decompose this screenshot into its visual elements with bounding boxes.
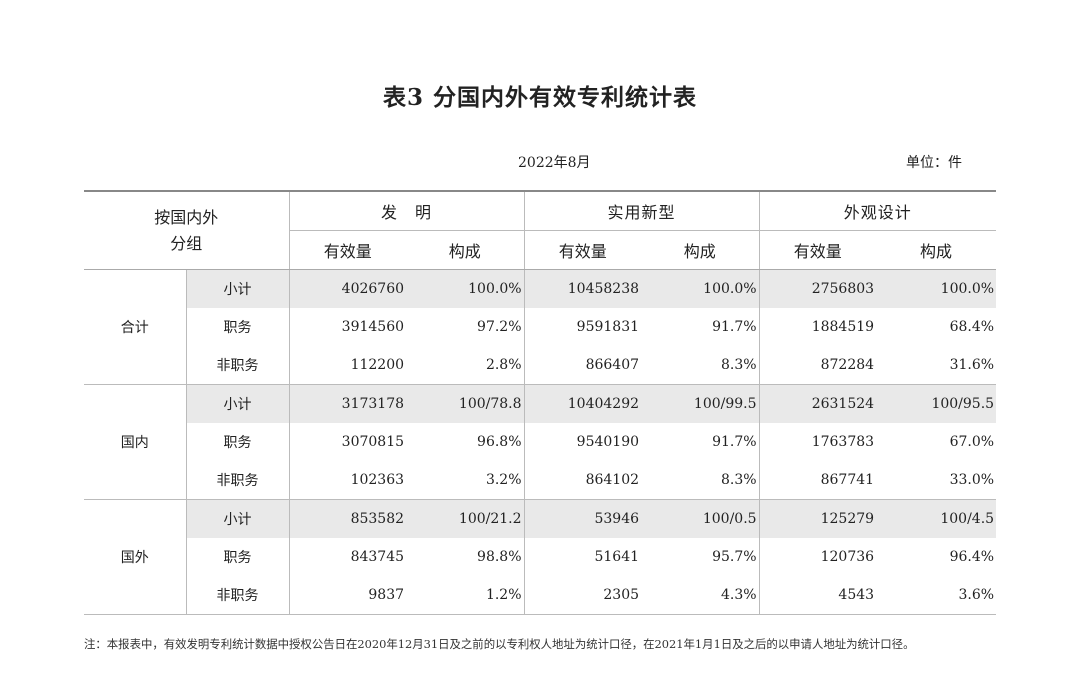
share-cell: 33.0%	[876, 461, 997, 500]
count-cell: 2756803	[759, 269, 877, 308]
table-row: 国外 小计 853582 100/21.2 53946 100/0.5 125279 100/…	[84, 499, 997, 615]
share-cell: 95.7%	[641, 538, 760, 576]
share-cell: 1.2%	[406, 576, 525, 615]
share-cell: 8.3%	[641, 461, 760, 500]
row-label: 小计	[186, 384, 290, 423]
share-cell: 100/78.8	[406, 384, 525, 423]
count-cell: 112200	[289, 346, 407, 385]
section-header-utility-model: 实用新型	[524, 190, 760, 231]
share-cell: 68.4%	[949, 319, 995, 335]
share-cell: 3.6%	[876, 576, 997, 615]
report-date: 2022年8月	[518, 155, 591, 171]
group-name: 合计	[84, 269, 187, 385]
count-cell: 867741	[759, 461, 877, 500]
count-cell: 3914560	[341, 319, 405, 335]
section-header-invention: 发 明	[289, 190, 525, 231]
count-cell: 866407	[524, 346, 642, 385]
row-label: 非职务	[186, 576, 290, 615]
subheader-count: 有效量	[759, 230, 877, 270]
subheader-share: 构成	[641, 230, 760, 270]
table-title: 表3 分国内外有效专利统计表	[382, 84, 697, 111]
count-cell: 4026760	[289, 269, 407, 308]
share-cell: 100/95.5	[876, 384, 997, 423]
row-label: 小计	[186, 269, 290, 308]
share-cell: 100.0%	[876, 269, 997, 308]
share-cell: 31.6%	[876, 346, 997, 385]
table-row: 非职务 9837 1.2% 2305 4.3% 4543 3.6%	[84, 576, 997, 615]
count-cell: 125279	[759, 499, 877, 538]
count-cell: 2305	[524, 576, 642, 615]
footnote: 注：本报表中，有效发明专利统计数据中授权公告日在2020年12月31日及之前的以…	[84, 637, 915, 651]
patent-stats-table: 按国内外 分组 发 明 实用新型 外观设计 有效量 构成 有效量 构成 有效量 …	[84, 190, 997, 615]
table-row: 非职务 102363 3.2% 864102 8.3% 867741 33.0%	[84, 461, 997, 500]
group-column-header-label: 按国内外 分组	[154, 207, 219, 253]
table-row: 职务 3070815 96.8% 9540190 91.7% 1763783 67.0%	[84, 423, 996, 461]
share-cell: 100/0.5	[641, 499, 760, 538]
share-cell: 96.8%	[406, 423, 525, 461]
table-row: 非职务 112200 2.8% 866407 8.3% 872284 31.6%	[84, 346, 997, 385]
row-label: 非职务	[186, 461, 290, 500]
subheader-count: 有效量	[524, 230, 642, 270]
subheader-share: 构成	[406, 230, 525, 270]
share-cell: 91.7%	[641, 423, 760, 461]
share-cell: 96.4%	[949, 549, 995, 565]
share-cell: 67.0%	[949, 434, 995, 450]
count-cell: 9591831	[576, 319, 640, 335]
share-cell: 91.7%	[641, 308, 760, 346]
subheader-count: 有效量	[289, 230, 407, 270]
count-cell: 3070815	[341, 434, 405, 450]
share-cell: 2.8%	[406, 346, 525, 385]
row-label: 职务	[186, 423, 290, 461]
row-label: 小计	[186, 499, 290, 538]
share-cell: 100/21.2	[406, 499, 525, 538]
row-label: 职务	[186, 308, 290, 346]
section-header-design: 外观设计	[759, 190, 997, 231]
table-row: 国内 小计 3173178 100/78.8 10404292 100/99.5 26315…	[84, 384, 997, 500]
share-cell: 97.2%	[406, 308, 525, 346]
share-cell: 98.8%	[406, 538, 525, 576]
share-cell: 100/4.5	[876, 499, 997, 538]
share-cell: 3.2%	[406, 461, 525, 500]
count-cell: 3173178	[289, 384, 407, 423]
table-row: 职务 3914560 97.2% 9591831 91.7% 1884519 68.4%	[84, 308, 996, 346]
subheader-share: 构成	[876, 230, 997, 270]
count-cell: 102363	[289, 461, 407, 500]
count-cell: 853582	[289, 499, 407, 538]
count-cell: 1884519	[811, 319, 875, 335]
group-name: 国外	[84, 499, 187, 615]
share-cell: 100.0%	[641, 269, 760, 308]
share-cell: 100.0%	[406, 269, 525, 308]
count-cell: 120736	[820, 549, 875, 565]
row-label: 职务	[186, 538, 290, 576]
count-cell: 10458238	[524, 269, 642, 308]
group-name: 国内	[84, 384, 187, 500]
table-row: 职务 843745 98.8% 51641 95.7% 120736 96.4%	[84, 538, 996, 576]
share-cell: 100/99.5	[641, 384, 760, 423]
count-cell: 9540190	[576, 434, 640, 450]
table-row: 合计 小计 4026760 100.0% 10458238 100.0% 2756803 10…	[84, 269, 997, 385]
count-cell: 864102	[524, 461, 642, 500]
count-cell: 10404292	[524, 384, 642, 423]
count-cell: 53946	[524, 499, 642, 538]
count-cell: 4543	[759, 576, 877, 615]
group-column-header: 按国内外 分组	[84, 190, 290, 270]
count-cell: 843745	[350, 549, 405, 565]
count-cell: 51641	[594, 549, 640, 565]
share-cell: 8.3%	[641, 346, 760, 385]
share-cell: 4.3%	[641, 576, 760, 615]
unit-label: 单位：件	[906, 155, 962, 171]
count-cell: 9837	[289, 576, 407, 615]
count-cell: 872284	[759, 346, 877, 385]
row-label: 非职务	[186, 346, 290, 385]
count-cell: 1763783	[811, 434, 875, 450]
count-cell: 2631524	[759, 384, 877, 423]
